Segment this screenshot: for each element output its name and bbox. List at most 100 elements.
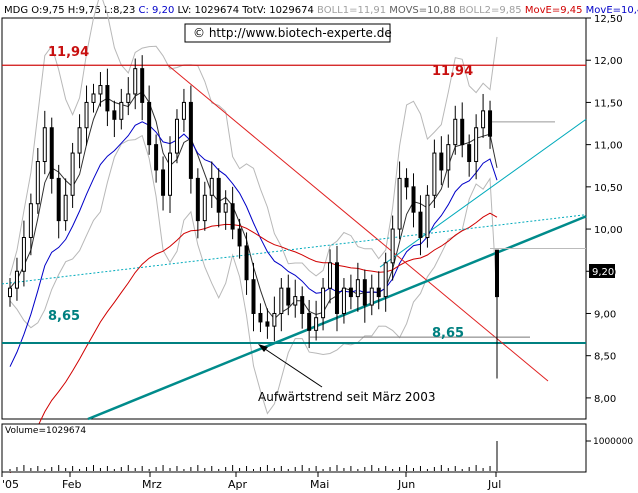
candle-body <box>35 161 40 205</box>
header-segment: O:9,75 <box>31 5 68 16</box>
candle-body <box>334 262 339 314</box>
volume-axis-label: 1000000 <box>593 437 633 447</box>
candle-body <box>140 68 145 103</box>
header-segment: L:8,23 <box>104 5 138 16</box>
candle-body <box>495 249 499 298</box>
header-segment: TotV: 1029674 <box>241 5 317 16</box>
candle-body <box>84 101 89 129</box>
candle-body <box>21 236 26 272</box>
candle-body <box>91 93 96 103</box>
resistance-label-right: 11,94 <box>432 64 473 79</box>
volume-bars <box>9 441 498 471</box>
candle-body <box>202 194 207 222</box>
x-tick-label: '05 <box>2 478 19 491</box>
candle-body <box>8 287 12 298</box>
y-tick-label: 10,00 <box>594 225 623 236</box>
header-segment: H:9,75 <box>68 5 104 16</box>
candle-body <box>307 312 312 331</box>
candle-body <box>133 68 138 95</box>
support-label-right: 8,65 <box>432 326 464 341</box>
candle-body <box>188 101 193 179</box>
header-segment: BOLL1=11,91 <box>317 5 389 16</box>
candle-body <box>105 85 110 112</box>
candle-body <box>481 110 486 129</box>
candle-body <box>453 118 458 146</box>
watermark-box <box>184 23 391 43</box>
candle-body <box>28 203 33 238</box>
candle-body <box>376 287 381 298</box>
volume-panel <box>1 423 587 473</box>
candle-body <box>348 287 353 298</box>
header-segment: LV: 1029674 <box>178 5 243 16</box>
candle-body <box>341 287 346 314</box>
candle-body <box>272 312 277 327</box>
candle-body <box>181 101 186 120</box>
candle-body <box>119 101 124 120</box>
candle-body <box>161 169 166 196</box>
x-tick-label: Jul <box>487 478 501 491</box>
candle-body <box>237 228 242 247</box>
resistance-label-left: 11,94 <box>48 45 89 60</box>
candle-body <box>244 245 249 281</box>
candle-body <box>369 287 374 306</box>
candle-body <box>418 211 423 238</box>
candle-body <box>300 296 305 314</box>
candle-body <box>126 93 131 103</box>
ma-red <box>9 212 498 474</box>
candle-body <box>467 144 472 163</box>
candle-body <box>460 118 465 146</box>
support-label-left: 8,65 <box>48 309 80 324</box>
short-trend-line <box>379 118 587 268</box>
header-segment: MovE=10,41 <box>586 5 638 16</box>
last-price-value: 9,20 <box>592 267 614 278</box>
candle-body <box>383 262 388 298</box>
y-tick-label: 12,00 <box>594 56 623 67</box>
header-segment: BOLL2=9,85 <box>459 5 525 16</box>
candle-body <box>474 127 479 163</box>
y-tick-label: 8,50 <box>594 352 616 363</box>
indicator-header: MDG O:9,75 H:9,75 L:8,23 C: 9,20 LV: 102… <box>4 5 638 16</box>
candle-body <box>63 194 68 222</box>
trend-arrow-head <box>258 344 268 352</box>
candle-body <box>355 279 360 298</box>
watermark-text: © http://www.biotech-experte.de <box>193 26 392 40</box>
candle-body <box>279 287 284 314</box>
candle-body <box>216 177 221 213</box>
y-tick-label: 11,00 <box>594 141 623 152</box>
candle-body <box>404 177 409 188</box>
candle-body <box>439 152 444 171</box>
y-tick-label: 10,50 <box>594 183 623 194</box>
candle-body <box>397 177 402 230</box>
candle-body <box>230 203 235 230</box>
y-tick-label: 9,00 <box>594 309 616 320</box>
bollinger-lower <box>9 134 498 415</box>
ma-blue <box>9 121 498 367</box>
candle-body <box>56 177 61 222</box>
candle-body <box>411 186 416 213</box>
candle-body <box>77 127 82 154</box>
price-axis: 12,5012,0011,5011,0010,5010,009,509,008,… <box>586 14 623 405</box>
candle-body <box>42 127 47 163</box>
volume-label: Volume=1029674 <box>5 426 86 436</box>
x-tick-label: Mrz <box>142 478 162 491</box>
candle-body <box>293 296 298 306</box>
last-price-marker <box>589 264 615 278</box>
candle-body <box>432 152 437 196</box>
bollinger-bands <box>9 0 498 415</box>
x-tick-label: Jun <box>397 478 415 491</box>
candle-body <box>251 279 256 314</box>
candle-body <box>390 228 395 264</box>
candle-body <box>98 85 103 95</box>
bollinger-upper <box>9 0 498 277</box>
candle-body <box>446 144 451 171</box>
candle-body <box>286 287 291 306</box>
candle-body <box>112 110 117 120</box>
x-tick-label: Apr <box>228 478 248 491</box>
candle-body <box>265 321 270 327</box>
candle-body <box>328 262 333 289</box>
y-tick-label: 8,00 <box>594 394 616 405</box>
candle-body <box>168 152 173 196</box>
candle-body <box>209 177 214 196</box>
candle-body <box>70 152 75 196</box>
